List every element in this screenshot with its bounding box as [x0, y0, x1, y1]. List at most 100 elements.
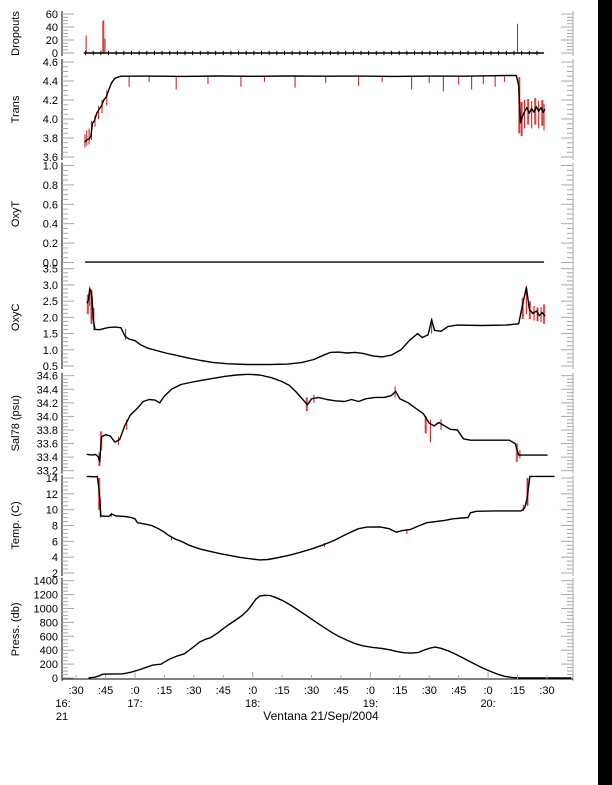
series-sal78 — [86, 373, 548, 463]
ytick-label-press: 1400 — [34, 576, 58, 588]
screen-edge-black-bar — [598, 0, 612, 785]
ytick-label-temp: 10 — [46, 505, 58, 517]
xtick-hour-label: 17: — [127, 698, 142, 710]
ytick-label-oxyc: 3.5 — [43, 264, 58, 276]
xtick-minute-label: :45 — [216, 685, 231, 697]
ytick-label-oxyt: 0.4 — [43, 219, 58, 231]
ytick-label-oxyc: 1.0 — [43, 345, 58, 357]
xtick-minute-label: :0 — [366, 685, 375, 697]
ytick-label-temp: 14 — [46, 473, 58, 485]
ytick-label-temp: 12 — [46, 489, 58, 501]
data-dropouts — [83, 20, 545, 56]
ytick-label-oxyc: 1.5 — [43, 329, 58, 341]
ytick-label-sal78: 34.6 — [37, 371, 58, 383]
ytick-label-oxyt: 0.6 — [43, 199, 58, 211]
xtick-minute-label: :0 — [248, 685, 257, 697]
xtick-minute-label: :30 — [304, 685, 319, 697]
chart-title: Ventana 21/Sep/2004 — [263, 709, 379, 723]
xtick-minute-label: :15 — [157, 685, 172, 697]
ytick-label-dropouts: 60 — [46, 9, 58, 21]
ytick-label-press: 800 — [40, 617, 58, 629]
xtick-minute-label: :30 — [539, 685, 554, 697]
ytick-label-sal78: 33.6 — [37, 439, 58, 451]
data-temp — [86, 475, 555, 561]
xtick-minute-label: :30 — [186, 685, 201, 697]
panel-temp: 14 12 10 8 6 4 2 Temp. (C) — [10, 473, 574, 580]
xtick-hour-label: 19: — [363, 698, 378, 710]
series-temp — [86, 475, 555, 561]
ylabel-trans: Trans — [10, 95, 22, 123]
xtick-minute-label: :15 — [274, 685, 289, 697]
ytick-label-oxyt: 0.2 — [43, 238, 58, 250]
ylabel-press: Press. (db) — [10, 602, 22, 656]
xtick-hour-label: 20: — [480, 698, 495, 710]
ytick-label-oxyt: 1.0 — [43, 161, 58, 173]
data-trans — [84, 74, 546, 148]
ytick-label-dropouts: 20 — [46, 35, 58, 47]
ytick-label-trans: 4.0 — [43, 114, 58, 126]
ytick-label-sal78: 34.0 — [37, 411, 58, 423]
ytick-label-temp: 4 — [52, 552, 58, 564]
ytick-label-press: 1200 — [34, 590, 58, 602]
xtick-hour-label: 16: — [55, 698, 70, 710]
ytick-label-trans: 4.4 — [43, 76, 58, 88]
ytick-label-oxyt: 0.8 — [43, 180, 58, 192]
series-trans — [84, 74, 546, 143]
ytick-label-sal78: 34.4 — [37, 384, 58, 396]
ytick-label-oxyc: 0.5 — [43, 361, 58, 373]
panel-oxyt: 1.0 0.8 0.6 0.4 0.2 0.0 OxyT — [10, 161, 574, 270]
ylabel-sal78: Sal78 (psu) — [10, 395, 22, 451]
data-press — [88, 594, 572, 679]
ytick-label-oxyt: 0.0 — [43, 258, 58, 270]
xtick-minute-label: :15 — [392, 685, 407, 697]
ytick-label-press: 400 — [40, 645, 58, 657]
ylabel-oxyt: OxyT — [10, 201, 22, 228]
ytick-label-temp: 2 — [52, 568, 58, 580]
ylabel-temp: Temp. (C) — [10, 501, 22, 549]
xtick-hour-label: 18: — [245, 698, 260, 710]
day-label: 21 — [56, 711, 68, 723]
ytick-label-trans: 4.6 — [43, 57, 58, 69]
xtick-minute-label: :45 — [98, 685, 113, 697]
ytick-label-sal78: 33.8 — [37, 425, 58, 437]
ytick-label-oxyc: 3.0 — [43, 280, 58, 292]
panel-sal78: 34.634.4 34.234.0 33.8 33.633.4 33.2 Sal78 (p… — [10, 371, 574, 478]
data-oxyc — [86, 285, 546, 366]
ytick-label-press: 1000 — [34, 604, 58, 616]
ytick-label-sal78: 33.4 — [37, 452, 58, 464]
time-axis: :30 :45 :0 :15 :30 :45 :0 :15 :30 :45 :0 :15 :30 :45:… — [55, 672, 573, 723]
panel-trans: 4.6 4.4 4.2 4.0 3.8 3.6 Trans — [10, 57, 574, 164]
series-press — [88, 594, 572, 679]
ytick-label-trans: 3.6 — [43, 152, 58, 164]
ytick-label-press: 600 — [40, 631, 58, 643]
ytick-label-dropouts: 0 — [52, 48, 58, 60]
ytick-label-press: 200 — [40, 659, 58, 671]
ytick-label-temp: 6 — [52, 536, 58, 548]
ytick-label-sal78: 34.2 — [37, 398, 58, 410]
data-sal78 — [86, 373, 548, 466]
xtick-minute-label: :0 — [484, 685, 493, 697]
xtick-minute-label: :30 — [422, 685, 437, 697]
ylabel-dropouts: Dropouts — [10, 11, 22, 56]
xtick-minute-label: :0 — [130, 685, 139, 697]
ytick-label-trans: 3.8 — [43, 133, 58, 145]
ytick-label-oxyc: 2.5 — [43, 296, 58, 308]
ytick-label-trans: 4.2 — [43, 95, 58, 107]
ytick-label-dropouts: 40 — [46, 22, 58, 34]
ytick-label-temp: 8 — [52, 521, 58, 533]
xtick-minute-label: :30 — [69, 685, 84, 697]
xtick-minute-label: :45 — [451, 685, 466, 697]
xtick-minute-label: :45 — [333, 685, 348, 697]
ytick-label-sal78: 33.2 — [37, 466, 58, 478]
ytick-label-oxyc: 2.0 — [43, 312, 58, 324]
panel-oxyc: 3.5 3.0 2.5 2.0 1.5 1.0 0.5 OxyC — [10, 264, 574, 373]
series-oxyc — [86, 286, 546, 366]
ytick-label-press: 0 — [52, 673, 58, 685]
xtick-minute-label: :15 — [510, 685, 525, 697]
ylabel-oxyc: OxyC — [10, 304, 22, 332]
